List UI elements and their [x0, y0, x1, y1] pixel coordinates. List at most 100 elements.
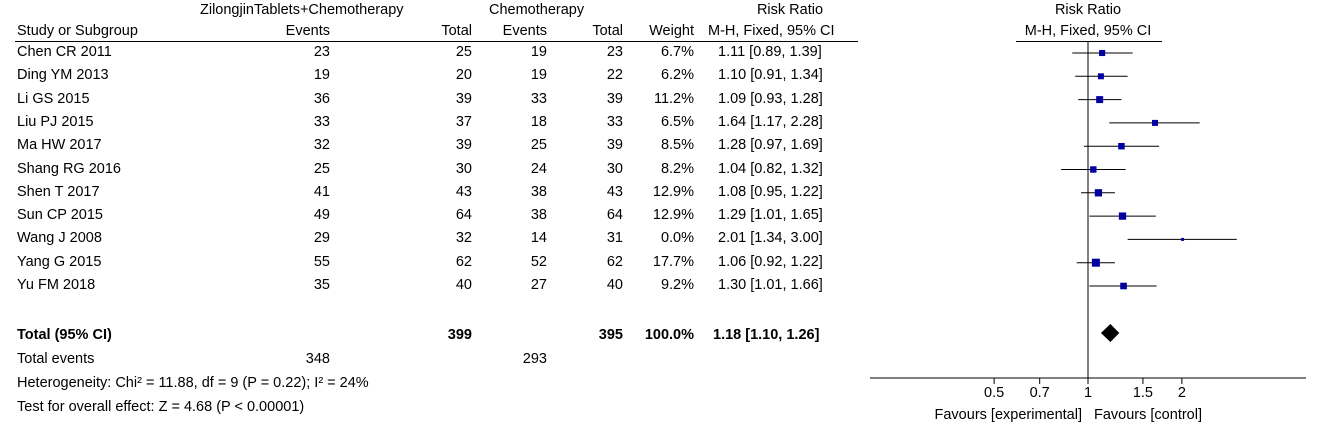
- weight: 11.2%: [653, 90, 694, 107]
- total-ctrl: 64: [606, 207, 623, 224]
- col-total-exp: Total: [441, 23, 472, 39]
- risk-ratio-ci: 1.06 [0.92, 1.22]: [718, 253, 823, 270]
- weight: 9.2%: [660, 277, 694, 293]
- study-name: Chen CR 2011: [17, 44, 112, 60]
- study-name: Yang G 2015: [17, 253, 102, 270]
- risk-ratio-ci: 1.08 [0.95, 1.22]: [718, 183, 823, 200]
- risk-ratio-ci: 1.30 [1.01, 1.66]: [718, 277, 823, 293]
- events-ctrl: 18: [530, 113, 547, 130]
- study-name: Liu PJ 2015: [17, 113, 94, 130]
- favours-experimental-label: Favours [experimental]: [935, 407, 1082, 423]
- total-exp: 20: [455, 67, 472, 84]
- total-events-e1: 348: [305, 351, 330, 367]
- events-ctrl: 38: [530, 207, 547, 224]
- control-group-header: Chemotherapy: [489, 2, 585, 18]
- weight: 6.5%: [660, 113, 694, 130]
- study-name: Yu FM 2018: [17, 277, 96, 293]
- total-exp: 37: [455, 113, 472, 130]
- events-ctrl: 24: [530, 160, 547, 177]
- total-n2: 395: [598, 327, 623, 343]
- col-events-exp: Events: [285, 23, 330, 39]
- weight: 12.9%: [652, 207, 694, 224]
- risk-ratio-ci: 1.64 [1.17, 2.28]: [718, 113, 823, 130]
- total-exp: 32: [455, 230, 472, 247]
- weight: 6.2%: [660, 67, 694, 84]
- risk-ratio-ci: 1.04 [0.82, 1.32]: [718, 160, 823, 177]
- point-estimate-marker: [1151, 119, 1159, 126]
- plot-method: M-H, Fixed, 95% CI: [1024, 23, 1152, 39]
- events-exp: 25: [313, 160, 330, 177]
- total-ctrl: 43: [606, 183, 623, 200]
- total-exp: 39: [455, 90, 472, 107]
- total-ctrl: 22: [606, 67, 623, 84]
- total-ci: 1.18 [1.10, 1.26]: [713, 327, 820, 343]
- weight: 0.0%: [660, 230, 694, 247]
- point-estimate-marker: [1096, 96, 1104, 104]
- point-estimate-marker: [1099, 49, 1106, 57]
- total-ctrl: 31: [606, 230, 623, 247]
- point-estimate-marker: [1181, 237, 1185, 241]
- total-ctrl: 33: [606, 113, 623, 130]
- plot-header-rule: [1016, 41, 1162, 42]
- total-exp: 39: [455, 137, 472, 154]
- total-ctrl: 40: [606, 277, 623, 293]
- weight: 8.2%: [660, 160, 694, 177]
- risk-ratio-ci: 1.11 [0.89, 1.39]: [718, 44, 822, 60]
- risk-ratio-ci: 1.29 [1.01, 1.65]: [718, 207, 823, 224]
- point-estimate-marker: [1120, 282, 1127, 290]
- events-exp: 55: [313, 253, 330, 270]
- weight: 12.9%: [652, 183, 694, 200]
- total-events-e2: 293: [522, 351, 547, 367]
- x-tick-label: 2: [1178, 385, 1186, 401]
- events-ctrl: 33: [530, 90, 547, 107]
- total-events-label: Total events: [17, 351, 95, 367]
- events-exp: 36: [313, 90, 330, 107]
- events-exp: 19: [313, 67, 330, 84]
- events-ctrl: 27: [530, 277, 547, 293]
- x-tick-label: 1.5: [1133, 385, 1153, 401]
- total-exp: 43: [455, 183, 472, 200]
- study-name: Li GS 2015: [17, 90, 90, 107]
- study-name: Ding YM 2013: [17, 67, 109, 84]
- study-name: Ma HW 2017: [17, 137, 102, 154]
- study-name: Wang J 2008: [17, 230, 102, 247]
- events-ctrl: 14: [530, 230, 547, 247]
- events-exp: 49: [313, 207, 330, 224]
- risk-ratio-header: Risk Ratio: [756, 2, 824, 18]
- study-name: Shang RG 2016: [17, 160, 121, 177]
- weight: 17.7%: [652, 253, 694, 270]
- study-name: Shen T 2017: [17, 183, 100, 200]
- favours-control-label: Favours [control]: [1094, 407, 1202, 423]
- events-exp: 35: [313, 277, 330, 293]
- risk-ratio-ci: 2.01 [1.34, 3.00]: [718, 230, 823, 247]
- col-method: M-H, Fixed, 95% CI: [708, 23, 835, 39]
- events-exp: 33: [313, 113, 330, 130]
- events-exp: 23: [313, 44, 330, 60]
- total-ctrl: 39: [606, 90, 623, 107]
- col-total-ctrl: Total: [592, 23, 623, 39]
- x-tick-label: 0.7: [1030, 385, 1050, 401]
- total-exp: 25: [455, 44, 472, 60]
- total-exp: 62: [455, 253, 472, 270]
- header-rule: [15, 41, 858, 42]
- col-events-ctrl: Events: [502, 23, 547, 39]
- point-estimate-marker: [1090, 166, 1097, 173]
- overall-effect-text: Test for overall effect: Z = 4.68 (P < 0…: [17, 399, 305, 415]
- point-estimate-marker: [1118, 142, 1125, 150]
- total-exp: 40: [455, 277, 472, 293]
- weight: 6.7%: [660, 44, 694, 60]
- total-weight: 100.0%: [644, 327, 694, 343]
- risk-ratio-ci: 1.09 [0.93, 1.28]: [718, 90, 823, 107]
- events-ctrl: 38: [530, 183, 547, 200]
- risk-ratio-ci: 1.28 [0.97, 1.69]: [718, 137, 823, 154]
- plot-title: Risk Ratio: [1054, 2, 1122, 18]
- events-exp: 41: [313, 183, 330, 200]
- total-label: Total (95% CI): [17, 327, 112, 343]
- heterogeneity-text: Heterogeneity: Chi² = 11.88, df = 9 (P =…: [17, 375, 369, 391]
- events-ctrl: 19: [530, 67, 547, 84]
- events-ctrl: 52: [530, 253, 547, 270]
- events-exp: 32: [313, 137, 330, 154]
- x-tick-label: 1: [1084, 385, 1092, 401]
- total-exp: 30: [455, 160, 472, 177]
- events-ctrl: 19: [530, 44, 547, 60]
